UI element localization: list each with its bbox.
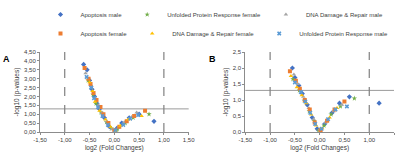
svg-text:Apoptosis female: Apoptosis female <box>81 31 128 37</box>
svg-text:1,5: 1,5 <box>233 81 242 87</box>
svg-text:Apoptosis male: Apoptosis male <box>81 12 123 18</box>
svg-text:-1,50: -1,50 <box>33 137 47 143</box>
svg-text:DNA Damage & Repair male: DNA Damage & Repair male <box>306 12 383 18</box>
svg-text:Unfolded Protein Response fema: Unfolded Protein Response female <box>167 12 261 18</box>
svg-text:3,50: 3,50 <box>24 67 36 73</box>
svg-text:Unfolded Protein Response male: Unfolded Protein Response male <box>299 31 388 37</box>
svg-text:log2 (Fold Changes): log2 (Fold Changes) <box>85 144 144 152</box>
svg-text:0,50: 0,50 <box>24 120 36 126</box>
svg-text:-1,00: -1,00 <box>263 137 277 143</box>
svg-text:0,00: 0,00 <box>314 137 326 143</box>
svg-text:1,50: 1,50 <box>183 137 195 143</box>
svg-text:4,00: 4,00 <box>24 58 36 64</box>
svg-text:0,50: 0,50 <box>133 137 145 143</box>
svg-text:-0,50: -0,50 <box>288 137 302 143</box>
svg-text:1,00: 1,00 <box>363 137 375 143</box>
svg-text:-log10 (p-values): -log10 (p-values) <box>222 68 230 117</box>
svg-text:2,5: 2,5 <box>233 49 242 55</box>
svg-text:4,50: 4,50 <box>24 49 36 55</box>
svg-text:1,50: 1,50 <box>24 102 36 108</box>
svg-text:-1,50: -1,50 <box>238 137 252 143</box>
svg-text:-1,00: -1,00 <box>58 137 72 143</box>
svg-text:2,00: 2,00 <box>24 94 36 100</box>
svg-text:0,50: 0,50 <box>339 137 351 143</box>
svg-text:2,0: 2,0 <box>233 65 242 71</box>
svg-text:A: A <box>3 54 10 64</box>
svg-text:0,0: 0,0 <box>233 129 242 135</box>
svg-text:0,00: 0,00 <box>24 129 36 135</box>
svg-text:B: B <box>209 54 216 64</box>
svg-text:-0,50: -0,50 <box>83 137 97 143</box>
svg-text:2,50: 2,50 <box>24 85 36 91</box>
svg-text:0,5: 0,5 <box>233 113 242 119</box>
svg-text:log2 (Fold Changes): log2 (Fold Changes) <box>290 144 349 152</box>
svg-text:3,00: 3,00 <box>24 76 36 82</box>
svg-text:0,00: 0,00 <box>108 137 120 143</box>
svg-text:1,00: 1,00 <box>24 111 36 117</box>
svg-text:1,00: 1,00 <box>158 137 170 143</box>
svg-text:DNA Damage & Repair female: DNA Damage & Repair female <box>172 31 254 37</box>
svg-text:1,0: 1,0 <box>233 97 242 103</box>
svg-text:-log10 (p-values): -log10 (p-values) <box>13 68 21 117</box>
